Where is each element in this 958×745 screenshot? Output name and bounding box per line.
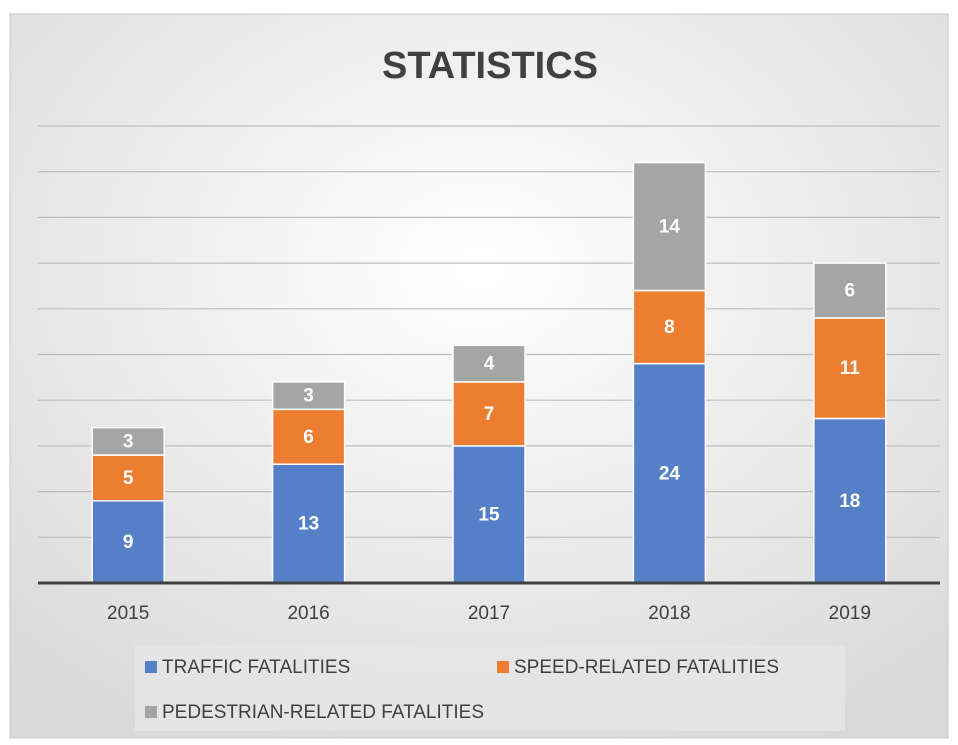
data-label: 14 [659,217,681,238]
data-label: 24 [659,463,681,484]
data-label: 6 [845,281,856,302]
x-tick-label: 2018 [648,603,690,624]
bar-segment [632,362,707,584]
data-label: 4 [484,354,495,375]
data-label: 18 [839,491,860,512]
bar-segment [813,317,887,420]
bar-segment [91,499,165,584]
bar-segment [632,161,707,292]
legend-swatch [145,661,157,673]
data-label: 6 [303,427,314,448]
legend-swatch [497,661,509,673]
legend-label: TRAFFIC FATALITIES [162,657,350,678]
legend-label: SPEED-RELATED FATALITIES [514,657,779,678]
bar-segment [452,344,526,383]
x-tick-label: 2017 [468,603,510,624]
data-label: 3 [123,431,134,452]
bar-segment [632,289,707,365]
legend-label: PEDESTRIAN-RELATED FATALITIES [162,702,484,723]
data-label: 15 [478,504,500,525]
bar-segment [452,381,526,447]
bar-segment [452,445,526,584]
bar-segment [813,262,887,319]
chart-title: STATISTICS [382,45,598,87]
legend [135,645,845,731]
x-tick-label: 2016 [287,603,329,624]
bar-segment [91,454,165,502]
data-label: 5 [123,468,134,489]
legend-swatch [145,706,157,718]
data-label: 11 [840,358,861,379]
data-label: 13 [298,514,319,535]
data-label: 3 [303,386,314,407]
data-label: 7 [484,404,495,425]
x-tick-label: 2019 [829,603,871,624]
bar-segment [271,381,346,411]
bar-segment [91,426,165,456]
bar-segment [271,408,346,465]
x-tick-label: 2015 [107,603,149,624]
data-label: 8 [664,317,675,338]
data-label: 9 [123,532,134,553]
bar-segment [271,463,346,584]
